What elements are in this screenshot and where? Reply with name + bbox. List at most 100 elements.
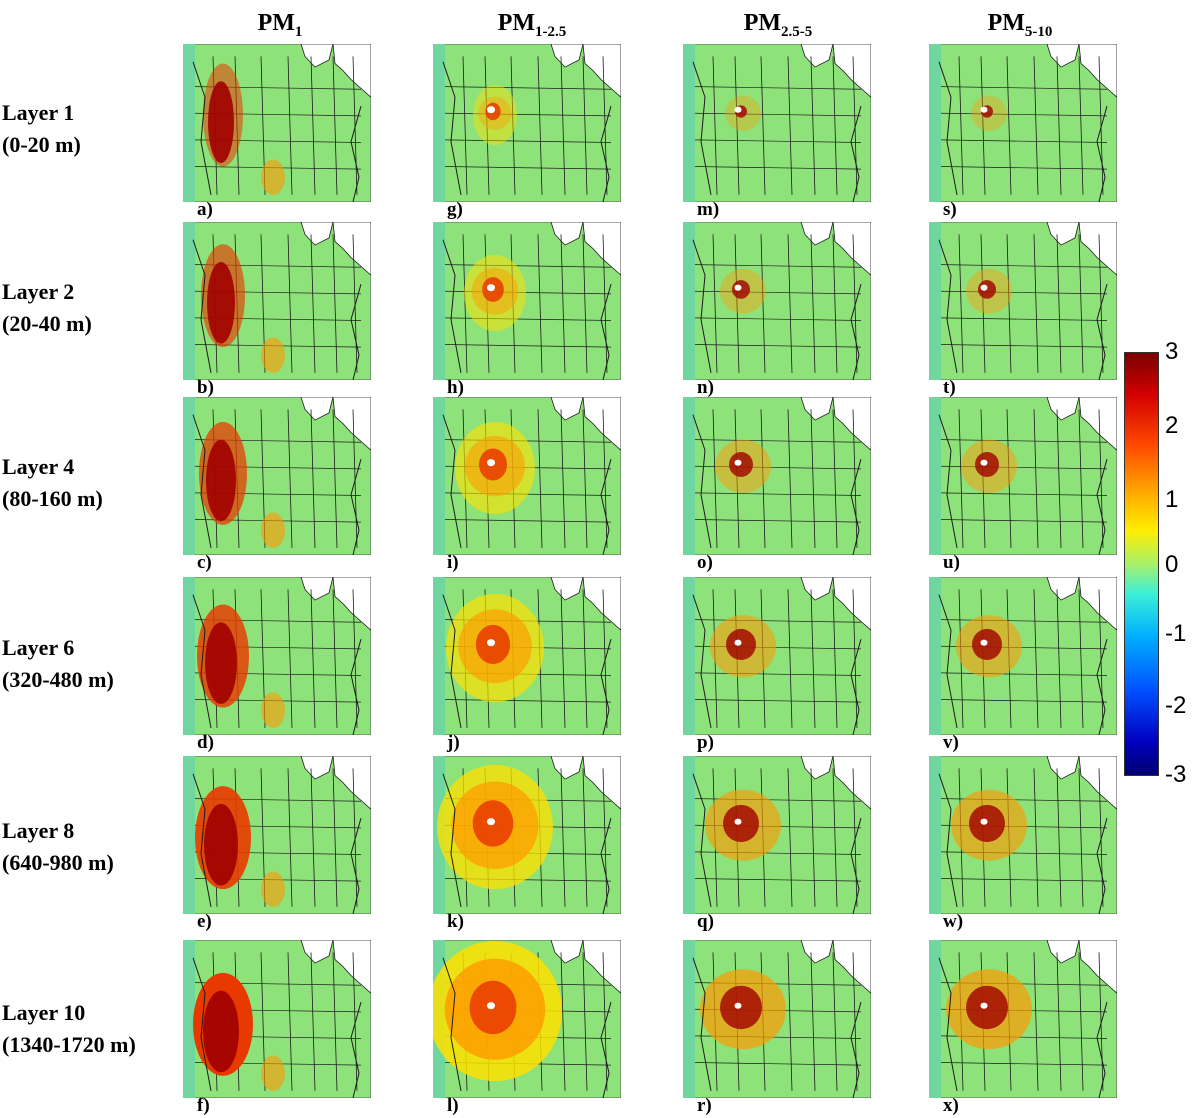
panel-letter: m) <box>697 199 720 220</box>
us-map <box>929 222 1117 380</box>
map-panel: q) <box>683 756 871 934</box>
panel-letter: a) <box>197 199 213 220</box>
column-header-pm5-10: PM5-10 <box>987 10 1053 40</box>
panel-letter: k) <box>447 911 464 932</box>
us-map <box>433 397 621 555</box>
row-label-range: (640-980 m) <box>2 850 114 875</box>
row-label-name: Layer 2 <box>2 279 75 304</box>
panel-letter: e) <box>197 911 212 932</box>
map-panel: n) <box>683 222 871 400</box>
map-panel: o) <box>683 397 871 575</box>
map-panel: k) <box>433 756 621 934</box>
row-label-range: (80-160 m) <box>2 486 103 511</box>
map-panel: i) <box>433 397 621 575</box>
map-panel: a) <box>183 44 371 222</box>
row-label-layer-2: Layer 2 (20-40 m) <box>2 276 92 340</box>
us-map <box>929 940 1117 1098</box>
us-map <box>929 756 1117 914</box>
row-label-range: (1340-1720 m) <box>2 1032 136 1057</box>
map-panel: g) <box>433 44 621 222</box>
panel-letter: t) <box>943 377 956 398</box>
panel-letter: x) <box>943 1095 959 1116</box>
panel-letter: l) <box>447 1095 459 1116</box>
row-label-range: (320-480 m) <box>2 667 114 692</box>
row-label-name: Layer 8 <box>2 818 75 843</box>
us-map <box>433 44 621 202</box>
map-panel: m) <box>683 44 871 222</box>
column-header-pm1-2.5: PM1-2.5 <box>497 10 567 40</box>
panel-letter: j) <box>447 732 460 753</box>
panel-letter: g) <box>447 199 463 220</box>
colorbar-tick: 1 <box>1165 486 1179 513</box>
us-map <box>183 940 371 1098</box>
us-map <box>929 577 1117 735</box>
panel-letter: q) <box>697 911 714 932</box>
panel-letter: b) <box>197 377 214 398</box>
us-map <box>683 397 871 555</box>
colorbar-tick: 0 <box>1165 551 1179 578</box>
map-panel: p) <box>683 577 871 755</box>
us-map <box>433 577 621 735</box>
map-panel: f) <box>183 940 371 1118</box>
row-label-layer-8: Layer 8 (640-980 m) <box>2 815 114 879</box>
row-label-name: Layer 6 <box>2 635 75 660</box>
panel-letter: o) <box>697 552 713 573</box>
us-map <box>433 940 621 1098</box>
panel-letter: i) <box>447 552 459 573</box>
map-panel: h) <box>433 222 621 400</box>
panel-letter: p) <box>697 732 714 753</box>
column-header-pm2.5-5: PM2.5-5 <box>743 10 813 40</box>
map-panel: r) <box>683 940 871 1118</box>
us-map <box>683 44 871 202</box>
panel-letter: s) <box>943 199 957 220</box>
column-header-pm1: PM1 <box>257 10 303 40</box>
map-panel: w) <box>929 756 1117 934</box>
colorbar-tick: -1 <box>1165 620 1187 647</box>
map-panel: t) <box>929 222 1117 400</box>
us-map <box>183 44 371 202</box>
colorbar-tick: 2 <box>1165 412 1179 439</box>
panel-letter: w) <box>943 911 964 932</box>
panel-letter: u) <box>943 552 960 573</box>
panel-letter: c) <box>197 552 212 573</box>
row-label-layer-6: Layer 6 (320-480 m) <box>2 632 114 696</box>
row-label-range: (20-40 m) <box>2 311 92 336</box>
us-map <box>183 577 371 735</box>
panel-letter: f) <box>197 1095 210 1116</box>
panel-letter: d) <box>197 732 214 753</box>
us-map <box>683 756 871 914</box>
row-label-range: (0-20 m) <box>2 132 81 157</box>
colorbar <box>1124 352 1159 776</box>
us-map <box>929 44 1117 202</box>
colorbar-tick: -3 <box>1165 761 1187 788</box>
map-panel: v) <box>929 577 1117 755</box>
us-map <box>683 940 871 1098</box>
row-label-name: Layer 10 <box>2 1000 86 1025</box>
us-map <box>433 222 621 380</box>
row-label-name: Layer 4 <box>2 454 75 479</box>
map-panel: x) <box>929 940 1117 1118</box>
panel-letter: h) <box>447 377 464 398</box>
colorbar-tick: -2 <box>1165 692 1187 719</box>
us-map <box>183 397 371 555</box>
map-panel: j) <box>433 577 621 755</box>
row-label-layer-4: Layer 4 (80-160 m) <box>2 451 103 515</box>
map-panel: c) <box>183 397 371 575</box>
row-label-layer-10: Layer 10 (1340-1720 m) <box>2 997 136 1061</box>
row-label-name: Layer 1 <box>2 100 75 125</box>
us-map <box>433 756 621 914</box>
panel-letter: v) <box>943 732 959 753</box>
us-map <box>683 577 871 735</box>
panel-letter: n) <box>697 377 714 398</box>
colorbar-tick: 3 <box>1165 338 1179 365</box>
panel-letter: r) <box>697 1095 712 1116</box>
row-label-layer-1: Layer 1 (0-20 m) <box>2 97 81 161</box>
map-panel: l) <box>433 940 621 1118</box>
us-map <box>929 397 1117 555</box>
us-map <box>683 222 871 380</box>
map-panel: s) <box>929 44 1117 222</box>
map-panel: d) <box>183 577 371 755</box>
map-panel: e) <box>183 756 371 934</box>
us-map <box>183 222 371 380</box>
us-map <box>183 756 371 914</box>
